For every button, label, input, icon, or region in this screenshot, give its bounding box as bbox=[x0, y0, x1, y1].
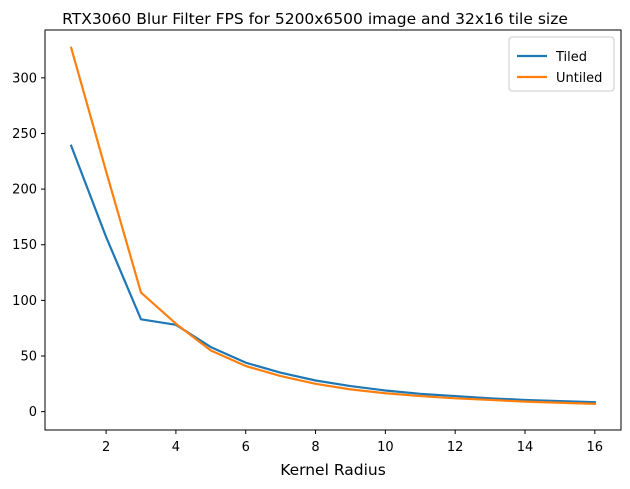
y-tick-label: 50 bbox=[20, 350, 37, 365]
y-tick-label: 300 bbox=[12, 71, 37, 86]
x-axis-label: Kernel Radius bbox=[280, 461, 386, 479]
x-tick-label: 8 bbox=[311, 440, 319, 455]
y-tick-label: 150 bbox=[12, 238, 37, 253]
y-tick-label: 200 bbox=[12, 183, 37, 198]
x-tick-label: 10 bbox=[377, 440, 394, 455]
series-lines bbox=[69, 46, 596, 405]
x-tick-label: 12 bbox=[447, 440, 464, 455]
x-tick-label: 6 bbox=[242, 440, 250, 455]
x-axis: 2 4 6 8 10 12 14 16 bbox=[102, 430, 603, 455]
y-axis: 0 50 100 150 200 250 300 bbox=[12, 71, 45, 420]
series-line-tiled bbox=[69, 144, 596, 404]
legend: Tiled Untiled bbox=[508, 36, 615, 92]
chart-title: RTX3060 Blur Filter FPS for 5200x6500 im… bbox=[62, 10, 568, 28]
legend-label-untiled: Untiled bbox=[556, 71, 602, 86]
x-tick-label: 2 bbox=[102, 440, 110, 455]
plot-area bbox=[44, 29, 622, 431]
y-tick-label: 0 bbox=[29, 405, 37, 420]
series-line-untiled bbox=[69, 46, 596, 405]
x-tick-label: 16 bbox=[587, 440, 604, 455]
x-tick-label: 4 bbox=[172, 440, 180, 455]
x-tick-label: 14 bbox=[517, 440, 534, 455]
y-tick-label: 100 bbox=[12, 294, 37, 309]
y-tick-label: 250 bbox=[12, 127, 37, 142]
legend-label-tiled: Tiled bbox=[555, 50, 587, 65]
